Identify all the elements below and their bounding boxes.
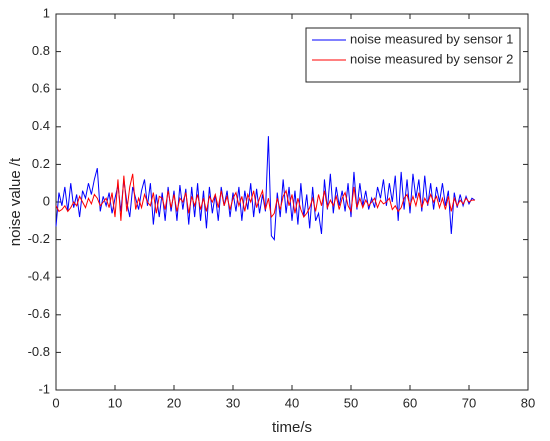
y-tick-label: -0.4	[28, 269, 50, 284]
y-tick-label: 0.8	[32, 43, 50, 58]
y-axis-label: noise value /t	[7, 157, 24, 246]
legend-label: noise measured by sensor 1	[350, 31, 513, 46]
x-tick-label: 40	[285, 395, 299, 410]
x-tick-label: 60	[403, 395, 417, 410]
x-tick-label: 30	[226, 395, 240, 410]
y-tick-label: 0	[43, 193, 50, 208]
y-tick-label: -1	[38, 381, 50, 396]
y-tick-label: -0.6	[28, 306, 50, 321]
y-tick-label: 0.2	[32, 156, 50, 171]
y-tick-label: 0.4	[32, 118, 50, 133]
y-tick-label: 1	[43, 5, 50, 20]
y-tick-label: 0.6	[32, 81, 50, 96]
y-tick-label: -0.8	[28, 344, 50, 359]
x-tick-label: 10	[108, 395, 122, 410]
y-tick-label: -0.2	[28, 231, 50, 246]
x-tick-label: 50	[344, 395, 358, 410]
x-axis-label: time/s	[272, 419, 312, 436]
line-series	[55, 173, 475, 221]
x-tick-label: 0	[52, 395, 59, 410]
x-tick-label: 20	[167, 395, 181, 410]
x-tick-label: 80	[521, 395, 535, 410]
legend-label: noise measured by sensor 2	[350, 51, 513, 66]
x-tick-label: 70	[462, 395, 476, 410]
legend-box	[305, 27, 521, 83]
